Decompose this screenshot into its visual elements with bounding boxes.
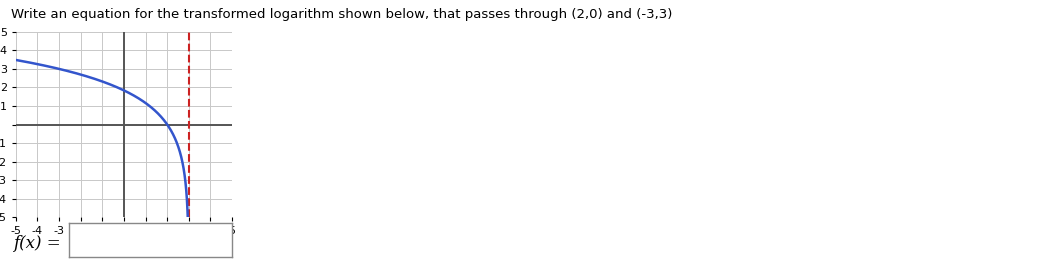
Text: Write an equation for the transformed logarithm shown below, that passes through: Write an equation for the transformed lo… bbox=[11, 8, 672, 21]
Text: f(x) =: f(x) = bbox=[13, 235, 60, 252]
